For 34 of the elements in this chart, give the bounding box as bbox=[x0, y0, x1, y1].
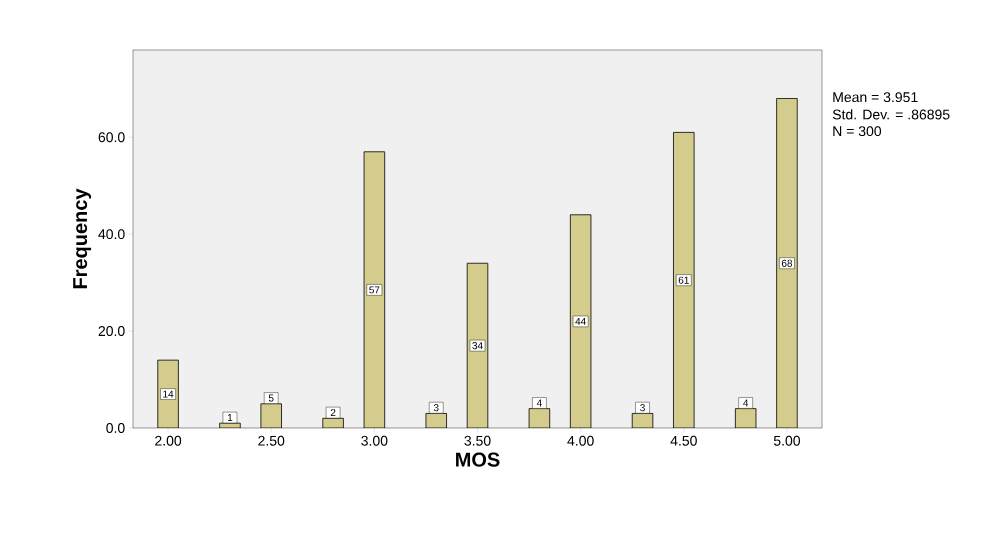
text: N = 300 bbox=[833, 126, 882, 137]
bar bbox=[776, 98, 798, 428]
data-label: 4 bbox=[743, 399, 749, 407]
x-tick-label: 2.00 bbox=[155, 435, 182, 446]
data-label: 14 bbox=[163, 390, 174, 398]
x-tick-label: 2.50 bbox=[258, 435, 285, 446]
x-axis-title: MOS bbox=[456, 452, 500, 467]
y-axis-title: Frequency bbox=[73, 188, 92, 289]
text: Mean = 3.951 bbox=[833, 92, 918, 103]
data-label: 4 bbox=[536, 399, 542, 407]
bar bbox=[569, 214, 592, 428]
y-tick-label: 40.0 bbox=[98, 229, 125, 240]
data-label: 68 bbox=[781, 259, 793, 267]
bar bbox=[466, 262, 489, 428]
data-label: 44 bbox=[575, 317, 586, 325]
text: Std. Dev. = .86895 bbox=[832, 109, 950, 120]
x-tick-label: 5.00 bbox=[773, 435, 801, 446]
y-tick-label: 0.0 bbox=[106, 423, 125, 433]
bar bbox=[363, 151, 386, 428]
y-tick-label: 20.0 bbox=[98, 326, 125, 337]
y-tick-label: 60.0 bbox=[98, 132, 125, 143]
data-label: 2 bbox=[330, 409, 336, 417]
data-label: 5 bbox=[268, 394, 274, 402]
x-tick-label: 4.00 bbox=[567, 435, 594, 446]
data-label: 3 bbox=[433, 404, 439, 412]
x-tick-label: 4.50 bbox=[670, 435, 697, 446]
x-tick-label: 3.50 bbox=[464, 435, 491, 446]
data-label: 34 bbox=[472, 342, 483, 350]
data-label: 57 bbox=[369, 286, 380, 294]
x-tick-label: 3.00 bbox=[361, 435, 388, 446]
data-label: 1 bbox=[227, 414, 233, 421]
data-label: 61 bbox=[678, 276, 689, 284]
data-label: 3 bbox=[640, 404, 645, 412]
bar bbox=[673, 131, 695, 428]
